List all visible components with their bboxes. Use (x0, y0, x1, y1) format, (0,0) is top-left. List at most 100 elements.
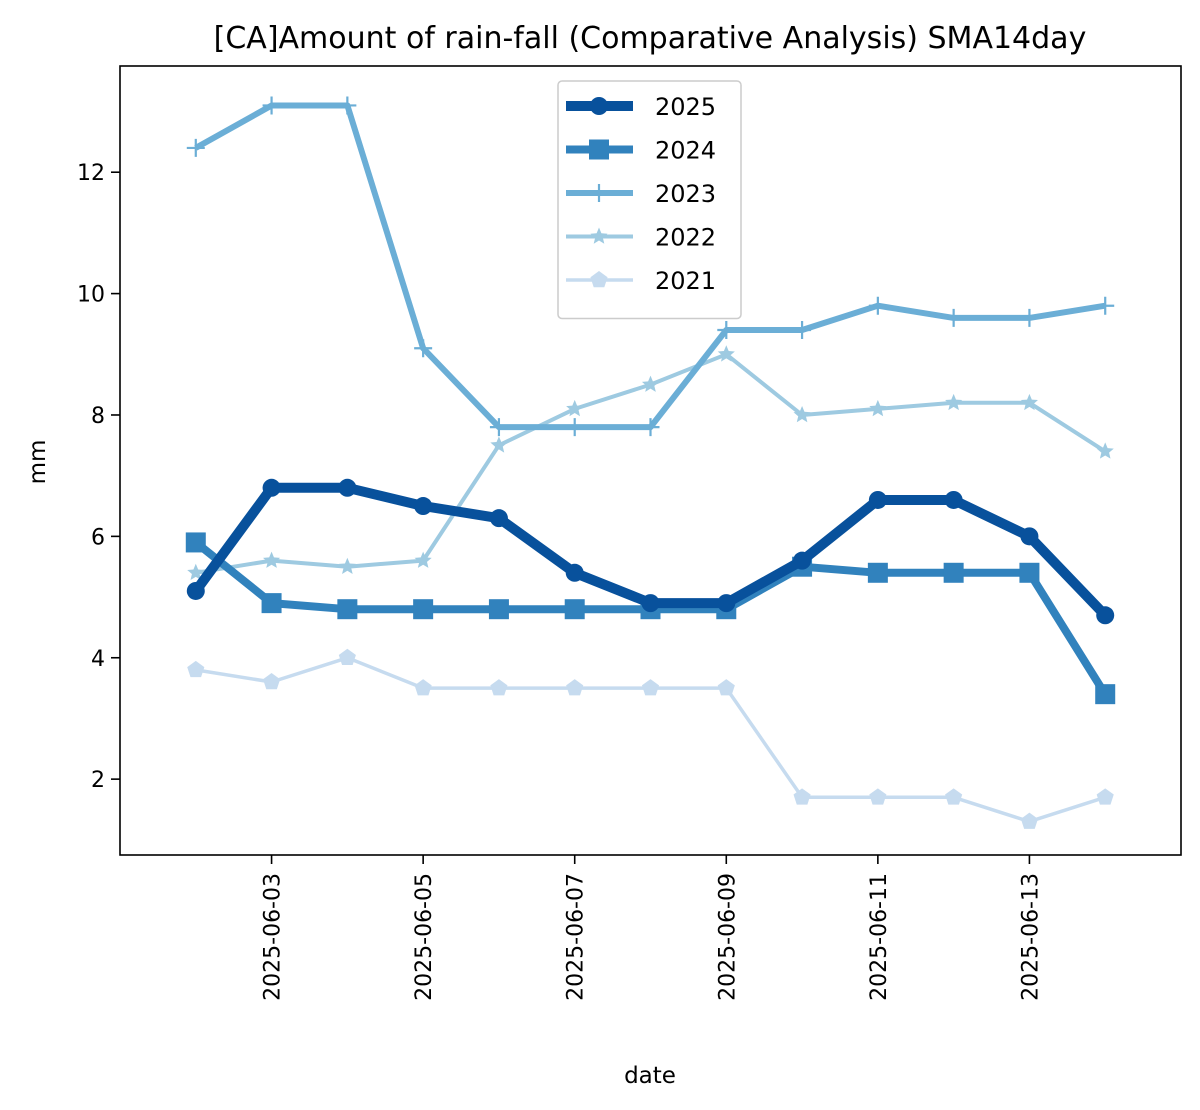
x-tick-label: 2025-06-03 (261, 873, 286, 1001)
data-point-2024 (1095, 684, 1116, 705)
data-point-2025 (868, 490, 887, 509)
data-point-2023 (641, 418, 660, 437)
data-point-2025 (1096, 606, 1115, 625)
y-tick-label: 10 (77, 283, 105, 308)
data-point-2021 (945, 788, 963, 805)
legend-marker (590, 97, 608, 115)
series-2024 (185, 532, 1116, 705)
x-tick-label: 2025-06-07 (564, 873, 589, 1001)
data-point-2023 (414, 339, 433, 358)
legend-entry-2021: 2021 (566, 267, 716, 295)
data-point-2021 (566, 679, 584, 696)
plot-frame (119, 65, 1182, 856)
legend-label: 2022 (655, 224, 716, 252)
data-point-2022 (1020, 393, 1038, 411)
data-point-2023 (565, 418, 584, 437)
data-point-2025 (262, 478, 281, 497)
legend-label: 2024 (655, 137, 716, 165)
data-point-2021 (869, 788, 887, 805)
chart-title: [CA]Amount of rain-fall (Comparative Ana… (214, 21, 1087, 56)
data-point-2023 (489, 418, 508, 437)
legend-entry-2023: 2023 (566, 180, 716, 208)
y-tick-label: 6 (91, 525, 105, 550)
data-point-2023 (1096, 296, 1115, 315)
y-tick-label: 8 (91, 404, 105, 429)
legend-marker (590, 184, 608, 202)
data-point-2024 (261, 593, 282, 614)
series-2023 (186, 96, 1115, 437)
legend-label: 2025 (655, 93, 716, 121)
data-point-2025 (793, 551, 812, 570)
y-tick-label: 2 (91, 768, 105, 793)
plot-area (185, 96, 1116, 829)
data-point-2022 (338, 557, 356, 574)
legend-entry-2025: 2025 (566, 93, 716, 121)
data-point-2025 (641, 594, 660, 613)
legend-marker (590, 271, 608, 288)
legend-label: 2021 (655, 267, 716, 295)
data-point-2022 (1096, 442, 1114, 459)
data-point-2024 (488, 599, 509, 620)
data-point-2023 (717, 321, 736, 340)
data-point-2023 (868, 296, 887, 315)
data-point-2025 (717, 594, 736, 613)
data-point-2025 (1020, 527, 1039, 546)
data-point-2021 (490, 679, 508, 696)
y-axis-label: mm (25, 440, 51, 485)
data-point-2023 (944, 308, 963, 327)
legend-entry-2022: 2022 (566, 224, 716, 252)
y-tick-label: 4 (91, 647, 105, 672)
data-point-2022 (945, 393, 963, 411)
data-point-2022 (641, 375, 660, 392)
legend-entry-2024: 2024 (566, 137, 716, 165)
legend-label: 2023 (655, 180, 716, 208)
data-point-2021 (717, 679, 735, 696)
data-point-2021 (641, 679, 660, 696)
x-tick-label: 2025-06-11 (867, 873, 892, 1001)
data-point-2022 (566, 399, 584, 417)
data-point-2024 (337, 599, 358, 620)
series-2021 (187, 648, 1114, 829)
series-2025 (186, 478, 1115, 625)
data-point-2025 (565, 563, 584, 582)
data-point-2025 (186, 581, 205, 600)
data-point-2023 (186, 138, 205, 157)
legend: 2025 2024 2023 2022 2021 (557, 80, 742, 320)
data-point-2022 (793, 405, 811, 423)
legend-marker (589, 139, 609, 160)
x-axis: 2025-06-03 2025-06-05 2025-06-07 2025-06-09… (261, 855, 1043, 1001)
data-point-2025 (944, 490, 963, 509)
data-point-2024 (564, 599, 585, 620)
x-axis-label: date (624, 1063, 676, 1089)
data-point-2022 (490, 436, 508, 453)
x-tick-label: 2025-06-09 (715, 873, 740, 1001)
x-tick-label: 2025-06-13 (1018, 873, 1043, 1001)
legend-marker (590, 227, 608, 244)
data-point-2021 (263, 673, 281, 690)
data-point-2022 (263, 551, 281, 568)
data-point-2021 (187, 660, 205, 678)
series-2022 (187, 345, 1114, 581)
data-point-2024 (413, 599, 434, 620)
data-point-2025 (489, 509, 508, 528)
y-tick-label: 12 (77, 161, 105, 186)
data-point-2022 (414, 551, 432, 568)
data-point-2021 (1020, 812, 1038, 829)
data-point-2023 (262, 96, 281, 115)
data-point-2023 (1020, 308, 1039, 327)
data-point-2024 (867, 562, 888, 583)
y-axis: 2 4 6 8 10 12 (77, 161, 120, 793)
data-point-2025 (338, 478, 357, 497)
data-point-2022 (187, 563, 205, 581)
data-point-2024 (1019, 562, 1040, 583)
data-point-2024 (943, 562, 964, 583)
data-point-2023 (338, 96, 357, 115)
data-point-2021 (338, 648, 356, 666)
data-point-2021 (793, 788, 811, 805)
data-point-2025 (414, 497, 433, 516)
data-point-2021 (414, 679, 432, 696)
x-tick-label: 2025-06-05 (412, 873, 437, 1001)
data-point-2021 (1096, 788, 1114, 805)
data-point-2023 (793, 321, 812, 340)
